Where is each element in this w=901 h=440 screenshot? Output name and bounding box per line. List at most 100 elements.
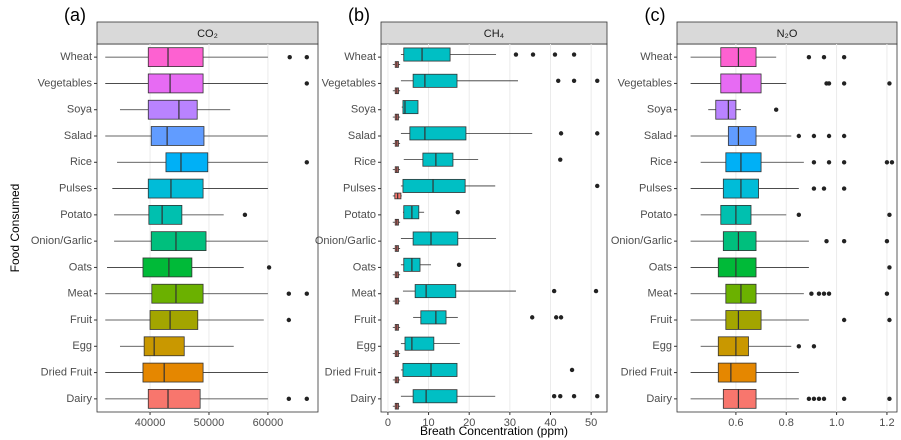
category-label: Egg	[356, 340, 376, 352]
outlier	[571, 78, 577, 84]
outlier	[242, 212, 248, 218]
outlier	[821, 291, 827, 296]
outlier	[304, 396, 310, 402]
box	[717, 257, 757, 278]
outlier	[286, 291, 292, 296]
x-tick-label: 0	[385, 417, 391, 429]
x-tick-label: 50000	[194, 417, 225, 429]
outlier	[826, 160, 832, 165]
box	[147, 73, 204, 94]
category-label: Egg	[72, 340, 92, 352]
outlier	[811, 160, 817, 165]
box	[165, 152, 209, 173]
box	[722, 231, 757, 252]
outlier	[595, 394, 600, 399]
box	[142, 362, 204, 383]
outlier	[796, 133, 802, 139]
x-tick-label: 0.8	[779, 417, 794, 429]
outlier	[816, 396, 822, 402]
outlier	[826, 291, 832, 296]
category-label: Meat	[68, 288, 92, 300]
panel-background	[676, 43, 898, 413]
category-label: Soya	[647, 104, 673, 116]
outlier	[887, 265, 892, 270]
outlier	[841, 238, 847, 244]
outlier	[841, 160, 847, 165]
outlier	[806, 54, 812, 60]
outlier	[593, 288, 599, 294]
category-label: Vegetables	[618, 77, 673, 89]
outlier	[811, 186, 817, 191]
category-label: Pulses	[343, 182, 377, 194]
category-label: Rice	[70, 156, 92, 168]
panel-label: (c)	[645, 5, 666, 25]
x-tick-label: 40	[544, 417, 556, 429]
box	[402, 100, 419, 115]
panel-label: (b)	[348, 5, 370, 25]
x-tick-label: 60000	[253, 417, 284, 429]
box	[147, 99, 198, 120]
category-label: Rice	[650, 156, 672, 168]
outlier	[811, 344, 817, 349]
box	[414, 284, 457, 299]
outlier	[286, 396, 292, 402]
category-label: Dried Fruit	[621, 366, 672, 378]
strip-title: CH₄	[484, 28, 505, 40]
outlier	[821, 396, 827, 402]
panel-background	[96, 43, 319, 413]
category-label: Oats	[649, 261, 673, 273]
outlier	[816, 291, 822, 296]
category-label: Vegetables	[322, 77, 377, 89]
outlier	[841, 54, 847, 60]
box	[715, 99, 737, 120]
outlier	[841, 317, 847, 323]
outlier	[553, 315, 559, 320]
outlier	[551, 288, 557, 294]
category-label: Meat	[648, 288, 672, 300]
box	[150, 231, 207, 252]
category-label: Soya	[351, 104, 377, 116]
box	[420, 310, 447, 325]
outlier	[551, 394, 557, 399]
outlier	[595, 78, 600, 84]
outlier	[569, 367, 575, 373]
category-label: Onion/Garlic	[611, 235, 673, 247]
y-axis-title: Food Consumed	[8, 184, 22, 273]
category-label: Pulses	[639, 182, 673, 194]
x-tick-label: 40000	[135, 417, 166, 429]
outlier	[884, 160, 890, 165]
category-label: Rice	[354, 156, 376, 168]
category-label: Potato	[640, 209, 672, 221]
panel-label: (a)	[64, 5, 86, 25]
category-label: Fruit	[650, 314, 672, 326]
outlier	[806, 396, 812, 402]
outlier	[826, 133, 832, 139]
outlier	[821, 54, 827, 60]
outlier	[595, 131, 600, 136]
outlier	[304, 291, 310, 296]
outlier	[796, 344, 802, 349]
box	[412, 231, 459, 246]
category-label: Pulses	[59, 182, 93, 194]
outlier	[304, 160, 310, 165]
x-tick-label: 0.6	[728, 417, 743, 429]
x-tick-label: 10	[422, 417, 434, 429]
outlier	[811, 396, 817, 402]
category-label: Dairy	[350, 393, 376, 405]
category-label: Wheat	[60, 51, 92, 63]
box	[149, 310, 199, 330]
category-label: Potato	[60, 209, 92, 221]
x-axis-title: Breath Concentration (ppm)	[420, 424, 568, 438]
outlier	[887, 317, 892, 323]
category-label: Wheat	[344, 51, 376, 63]
category-label: Dairy	[646, 393, 672, 405]
box	[725, 152, 762, 173]
outlier	[884, 238, 890, 244]
outlier	[558, 157, 563, 162]
strip	[96, 21, 319, 45]
outlier	[841, 81, 847, 86]
category-label: Oats	[353, 261, 377, 273]
outlier	[595, 183, 600, 189]
outlier	[841, 396, 847, 402]
box	[722, 388, 757, 409]
